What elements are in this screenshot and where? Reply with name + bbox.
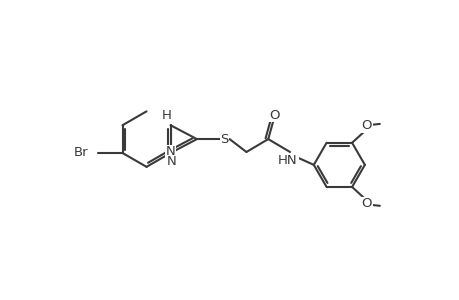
Text: S: S bbox=[220, 133, 228, 146]
Text: Br: Br bbox=[74, 146, 89, 160]
Text: H: H bbox=[161, 109, 171, 122]
Text: O: O bbox=[361, 197, 371, 210]
Text: O: O bbox=[361, 119, 371, 132]
Text: N: N bbox=[165, 146, 175, 158]
Text: HN: HN bbox=[278, 154, 297, 167]
Text: O: O bbox=[269, 109, 279, 122]
Text: N: N bbox=[166, 155, 176, 168]
